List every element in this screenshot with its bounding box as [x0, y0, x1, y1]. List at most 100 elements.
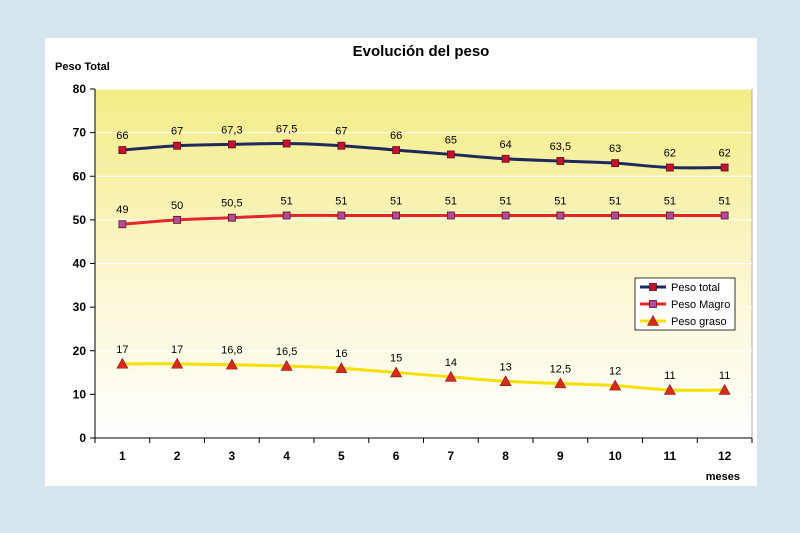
- data-point-peso-total: [611, 159, 620, 168]
- chart-title: Evolución del peso: [353, 43, 490, 60]
- data-label-peso-total: 65: [445, 134, 457, 146]
- data-point-peso-total: [556, 157, 565, 165]
- data-label-peso-graso: 15: [390, 353, 402, 365]
- data-label-peso-graso: 14: [445, 357, 457, 369]
- data-label-peso-total: 62: [719, 148, 731, 160]
- x-tick-label: 3: [229, 449, 236, 463]
- data-point-peso-total: [446, 150, 455, 159]
- data-point-peso-magro: [665, 211, 674, 220]
- data-label-peso-magro: 51: [335, 196, 347, 208]
- chart-frame: Evolución del peso Peso Total meses 0 10 2…: [45, 38, 757, 486]
- x-tick-label: 10: [608, 449, 622, 463]
- y-tick-label: 80: [73, 82, 87, 96]
- y-tick-label: 40: [73, 257, 87, 271]
- series-line-peso-total: [122, 141, 725, 170]
- data-point-peso-magro: [392, 211, 401, 220]
- x-tick-label: 6: [393, 449, 400, 463]
- data-point-peso-graso: [444, 370, 457, 382]
- x-tick-label: 5: [338, 449, 345, 463]
- data-point-peso-total: [337, 141, 346, 150]
- data-label-peso-magro: 51: [609, 196, 621, 208]
- data-point-peso-magro: [118, 220, 127, 229]
- data-label-peso-magro: 51: [554, 196, 566, 208]
- data-point-peso-total: [392, 146, 401, 154]
- data-point-peso-graso: [499, 375, 512, 386]
- legend-marker-peso-graso: [646, 314, 660, 326]
- data-label-peso-total: 67: [171, 126, 183, 138]
- x-tick-label: 9: [557, 449, 564, 463]
- data-label-peso-total: 64: [500, 139, 512, 151]
- data-label-peso-magro: 49: [116, 204, 128, 216]
- data-label-peso-total: 67: [335, 126, 347, 138]
- data-point-peso-graso: [280, 359, 293, 371]
- data-label-peso-graso: 12,5: [550, 363, 571, 375]
- data-label-peso-graso: 11: [719, 370, 730, 382]
- series-line-peso-graso: [122, 362, 725, 392]
- data-point-peso-graso: [718, 383, 731, 395]
- data-label-peso-total: 63: [609, 143, 621, 155]
- data-label-peso-magro: 51: [500, 196, 512, 208]
- data-point-peso-graso: [554, 377, 567, 389]
- data-point-peso-graso: [663, 383, 676, 395]
- y-tick-label: 60: [73, 169, 87, 183]
- data-point-peso-total: [282, 139, 291, 148]
- y-tick-label: 10: [73, 387, 87, 401]
- data-point-peso-total: [118, 146, 127, 154]
- data-point-peso-magro: [501, 211, 510, 220]
- data-label-peso-graso: 17: [171, 344, 183, 356]
- data-point-peso-total: [501, 154, 510, 163]
- data-point-peso-total: [720, 163, 729, 172]
- data-label-peso-graso: 12: [609, 366, 621, 378]
- legend-marker-peso-total: [649, 283, 657, 291]
- data-label-peso-magro: 50,5: [221, 198, 242, 210]
- data-label-peso-magro: 51: [445, 196, 457, 208]
- data-label-peso-magro: 51: [719, 196, 731, 208]
- x-tick-label: 1: [119, 449, 126, 463]
- x-tick-label: 11: [664, 449, 677, 463]
- data-point-peso-magro: [556, 211, 565, 220]
- x-tick-label: 12: [718, 449, 732, 463]
- x-tick-label: 7: [448, 449, 455, 463]
- data-point-peso-magro: [173, 215, 182, 224]
- data-point-peso-magro: [720, 211, 729, 220]
- data-point-peso-graso: [390, 366, 403, 378]
- data-point-peso-graso: [171, 357, 184, 369]
- x-axis-title: meses: [706, 471, 740, 483]
- data-label-peso-total: 62: [664, 148, 676, 160]
- data-label-peso-graso: 11: [664, 370, 675, 382]
- y-axis-title: Peso Total: [55, 61, 110, 73]
- data-point-peso-magro: [337, 211, 346, 220]
- data-label-peso-total: 66: [116, 130, 128, 142]
- data-label-peso-graso: 16: [335, 348, 347, 360]
- y-tick-label: 30: [73, 300, 87, 314]
- x-tick-label: 4: [283, 449, 290, 463]
- data-point-peso-graso: [225, 358, 238, 370]
- data-label-peso-total: 67,5: [276, 124, 297, 136]
- data-label-peso-graso: 16,5: [276, 346, 297, 358]
- x-tick-label: 2: [174, 449, 181, 463]
- legend-marker-peso-magro: [649, 300, 657, 308]
- y-tick-label: 50: [73, 213, 87, 227]
- data-label-peso-magro: 50: [171, 200, 183, 212]
- data-point-peso-magro: [611, 211, 620, 220]
- data-point-peso-total: [665, 163, 674, 172]
- legend-label-peso-total: Peso total: [671, 282, 720, 294]
- data-point-peso-magro: [446, 211, 455, 220]
- data-point-peso-magro: [227, 213, 236, 222]
- data-point-peso-graso: [335, 362, 348, 373]
- data-label-peso-total: 63,5: [550, 141, 571, 153]
- data-label-peso-magro: 51: [390, 196, 402, 208]
- data-point-peso-graso: [609, 379, 622, 391]
- line-chart: Evolución del peso Peso Total meses 0 10 2…: [55, 43, 753, 483]
- y-tick-label: 70: [73, 126, 87, 140]
- legend-label-peso-graso: Peso graso: [671, 316, 727, 328]
- legend-label-peso-magro: Peso Magro: [671, 299, 730, 311]
- series-line-peso-magro: [122, 213, 725, 226]
- data-point-peso-total: [227, 140, 236, 149]
- data-label-peso-graso: 13: [500, 361, 512, 373]
- y-tick-label: 0: [79, 431, 86, 445]
- data-point-peso-total: [173, 141, 182, 150]
- data-point-peso-magro: [282, 211, 291, 220]
- y-tick-label: 20: [73, 344, 87, 358]
- data-label-peso-total: 66: [390, 130, 402, 142]
